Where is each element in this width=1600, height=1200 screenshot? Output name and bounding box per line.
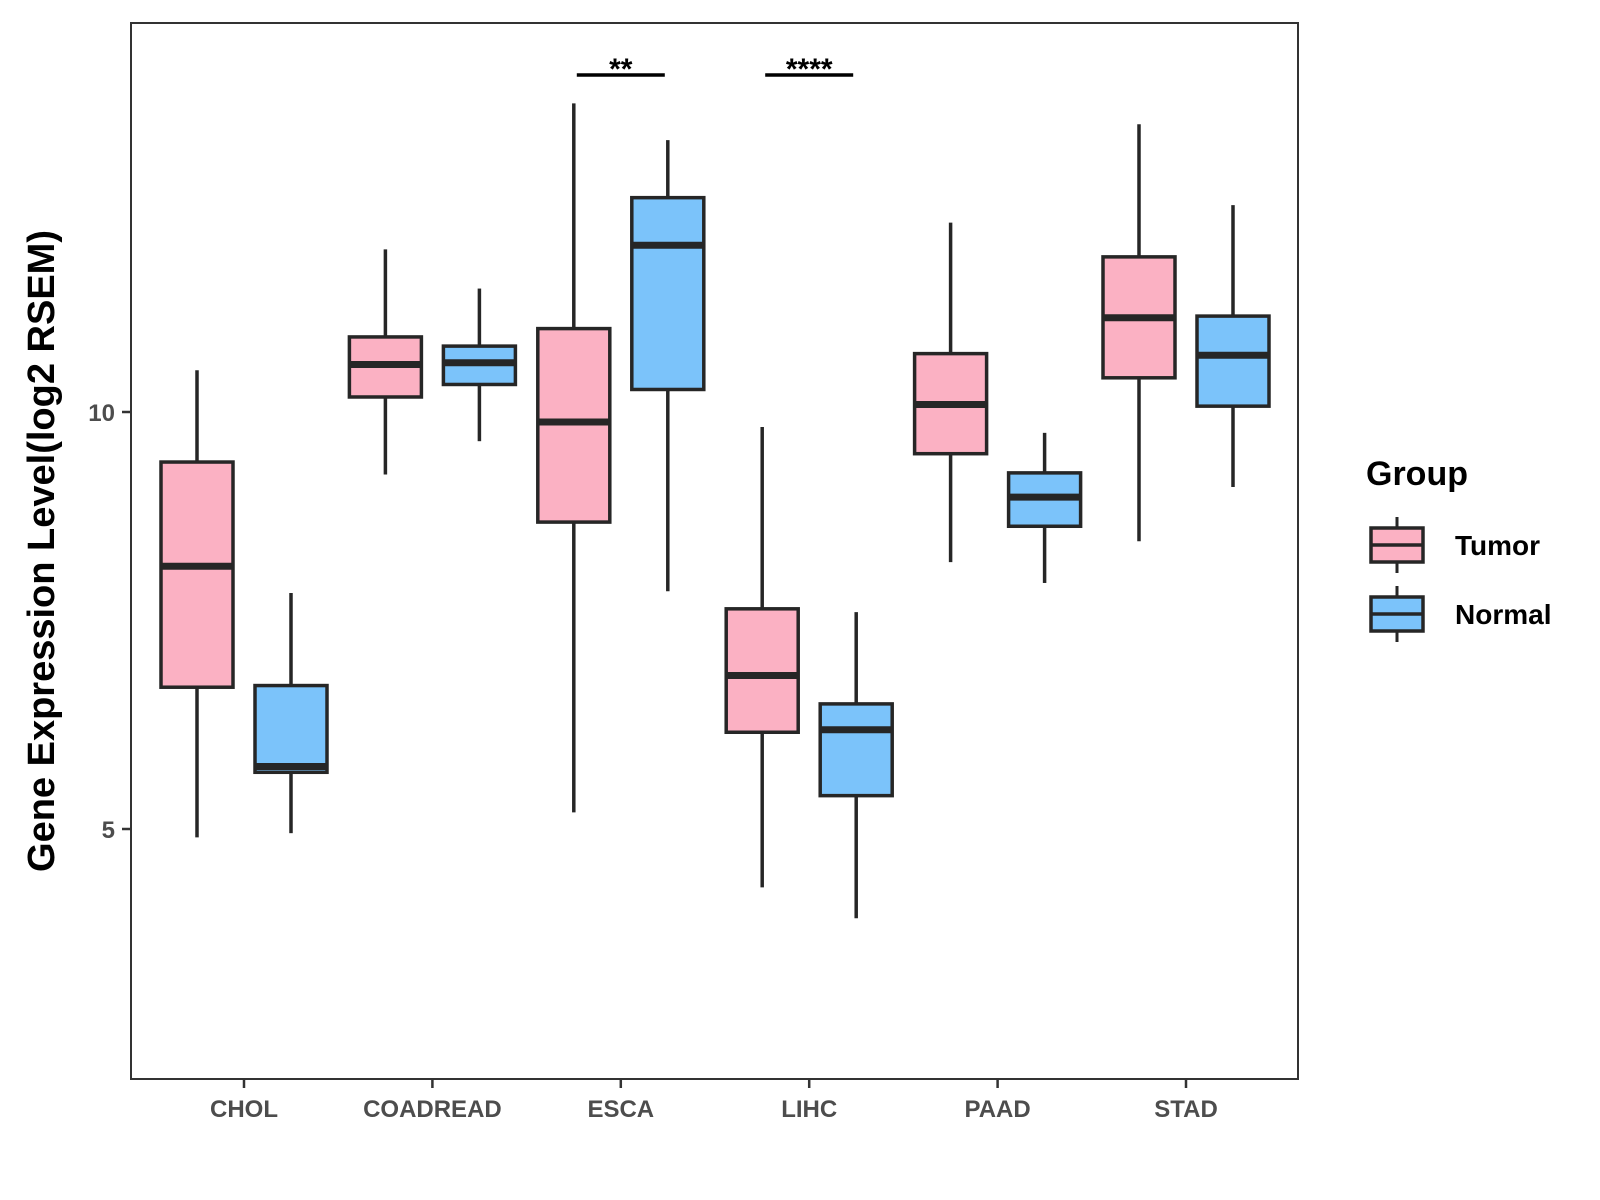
box-normal-paad bbox=[1006, 432, 1083, 583]
legend: Group Tumor Normal bbox=[1366, 455, 1551, 642]
x-tick-label: LIHC bbox=[781, 1096, 837, 1123]
box-normal-lihc bbox=[818, 612, 894, 919]
significance-label: ** bbox=[609, 53, 633, 86]
legend-label: Normal bbox=[1455, 599, 1551, 630]
box-tumor-lihc bbox=[724, 427, 800, 888]
y-tick-label: 5 bbox=[102, 817, 115, 844]
x-tick-label: PAAD bbox=[964, 1096, 1030, 1123]
box-tumor-paad bbox=[912, 222, 989, 563]
plot-marks: ** **** bbox=[159, 53, 1271, 919]
box-iqr bbox=[818, 702, 894, 798]
x-tick-label: STAD bbox=[1154, 1096, 1218, 1123]
legend-item-normal: Normal bbox=[1369, 586, 1551, 642]
box-iqr bbox=[724, 607, 800, 735]
legend-title: Group bbox=[1366, 455, 1468, 493]
y-tick-label: 10 bbox=[88, 400, 115, 427]
x-tick-label: COADREAD bbox=[363, 1096, 502, 1123]
x-tick-label: ESCA bbox=[587, 1096, 654, 1123]
x-tick-label: CHOL bbox=[210, 1096, 278, 1123]
significance-label: **** bbox=[786, 53, 833, 86]
box-normal-chol bbox=[253, 592, 329, 834]
legend-label: Tumor bbox=[1455, 530, 1540, 561]
axes: CHOL COADREAD ESCA LIHC PAAD STAD 5 10 bbox=[88, 400, 1217, 1123]
box-tumor-stad bbox=[1101, 124, 1177, 542]
significance-esca: ** bbox=[576, 53, 665, 86]
box-normal-stad bbox=[1195, 205, 1271, 488]
box-tumor-esca bbox=[536, 103, 612, 813]
box-normal-coadread bbox=[441, 288, 518, 442]
panel-border bbox=[130, 22, 1299, 1080]
box-iqr bbox=[159, 460, 235, 689]
box-iqr bbox=[253, 683, 329, 775]
box-tumor-coadread bbox=[347, 249, 424, 475]
y-axis-title: Gene Expression Level(log2 RSEM) bbox=[21, 230, 63, 872]
box-tumor-chol bbox=[159, 370, 235, 838]
legend-item-tumor: Tumor bbox=[1369, 517, 1540, 573]
box-normal-esca bbox=[630, 140, 706, 592]
box-iqr bbox=[1195, 314, 1271, 408]
significance-lihc: **** bbox=[765, 53, 854, 86]
box-iqr bbox=[630, 195, 706, 392]
